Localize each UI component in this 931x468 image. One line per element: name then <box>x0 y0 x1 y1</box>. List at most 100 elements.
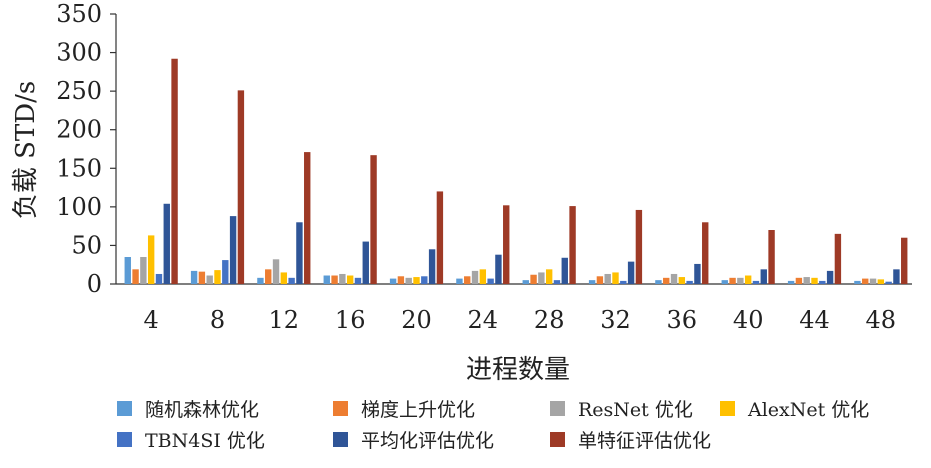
bar <box>237 90 245 285</box>
bar <box>323 275 330 284</box>
bar <box>413 277 420 284</box>
legend-label: 梯度上升优化 <box>361 399 475 421</box>
x-tick-label: 20 <box>401 306 432 334</box>
x-tick-label: 32 <box>600 306 631 334</box>
bar <box>421 276 428 284</box>
legend-label: 单特征评估优化 <box>578 430 711 452</box>
bar <box>744 275 752 284</box>
bar <box>288 277 295 284</box>
y-tick-label: 200 <box>56 116 102 144</box>
y-axis-title: 负载 STD/s <box>11 81 41 219</box>
bar <box>163 203 170 284</box>
bar <box>885 281 892 284</box>
bar <box>147 235 155 284</box>
legend-label: 平均化评估优化 <box>361 430 494 452</box>
bar <box>190 270 198 284</box>
y-tick-label: 150 <box>56 154 102 182</box>
bar <box>229 216 237 284</box>
bar <box>760 269 767 284</box>
bar <box>620 280 627 284</box>
x-tick-label: 8 <box>210 306 225 334</box>
legend-swatch <box>333 401 348 416</box>
legend-swatch <box>720 401 735 416</box>
bar <box>397 276 405 284</box>
x-tick-label: 4 <box>144 306 159 334</box>
bar <box>819 280 826 284</box>
x-tick-label: 36 <box>667 306 698 334</box>
bar <box>877 279 885 284</box>
bar <box>522 280 529 284</box>
bar <box>331 275 338 284</box>
legend-label: AlexNet 优化 <box>747 399 869 421</box>
bar <box>339 273 346 284</box>
bar <box>803 277 810 284</box>
y-tick-label: 100 <box>56 193 102 221</box>
y-tick-label: 250 <box>56 77 102 105</box>
bar <box>737 277 744 284</box>
bar <box>834 233 842 284</box>
bar <box>503 205 510 284</box>
legend-swatch <box>117 432 132 447</box>
y-tick-label: 350 <box>56 0 102 28</box>
y-tick-label: 50 <box>71 231 102 259</box>
bar <box>538 272 545 284</box>
bar <box>124 257 131 284</box>
legend-swatch <box>550 401 565 416</box>
bar <box>702 222 709 284</box>
bar <box>206 275 213 284</box>
bar <box>280 272 288 284</box>
bar <box>456 278 463 284</box>
legend-label: TBN4SI 优化 <box>145 430 265 452</box>
bar <box>155 273 163 284</box>
bar <box>553 280 561 284</box>
bar <box>354 277 362 284</box>
bar <box>495 254 502 284</box>
legend-label: ResNet 优化 <box>578 399 693 421</box>
bar <box>686 280 693 284</box>
bar <box>346 275 354 284</box>
bar <box>627 261 635 284</box>
bar <box>596 276 604 284</box>
bar <box>436 191 444 284</box>
bar <box>370 155 377 284</box>
x-tick-label: 48 <box>866 306 897 334</box>
bar <box>670 273 678 284</box>
x-tick-label: 28 <box>534 306 565 334</box>
bar <box>471 270 479 284</box>
bar <box>663 277 670 284</box>
bar <box>604 273 611 284</box>
bar <box>694 263 701 284</box>
bar <box>901 237 908 284</box>
y-tick-label: 0 <box>87 270 102 298</box>
x-tick-label: 12 <box>269 306 300 334</box>
bar <box>222 260 229 284</box>
bar <box>588 280 596 284</box>
bar <box>768 230 775 284</box>
bar <box>545 269 553 284</box>
bar <box>635 209 643 284</box>
bar <box>569 206 576 284</box>
bar <box>869 278 877 284</box>
bar <box>304 152 311 284</box>
bar <box>479 269 487 284</box>
bar <box>561 257 568 284</box>
bar <box>428 249 436 284</box>
legend-swatch <box>333 432 348 447</box>
bar <box>811 277 818 284</box>
bar <box>487 278 494 284</box>
x-axis-title: 进程数量 <box>466 355 570 385</box>
x-tick-label: 40 <box>733 306 764 334</box>
bar <box>198 271 206 284</box>
bar <box>362 241 369 284</box>
y-tick-label: 300 <box>56 39 102 67</box>
bar <box>140 257 147 284</box>
bar <box>265 269 272 284</box>
bar <box>787 280 795 284</box>
bar <box>826 270 834 284</box>
bar <box>612 272 619 284</box>
bar <box>752 280 760 284</box>
bar <box>132 269 139 284</box>
x-tick-label: 44 <box>799 306 830 334</box>
